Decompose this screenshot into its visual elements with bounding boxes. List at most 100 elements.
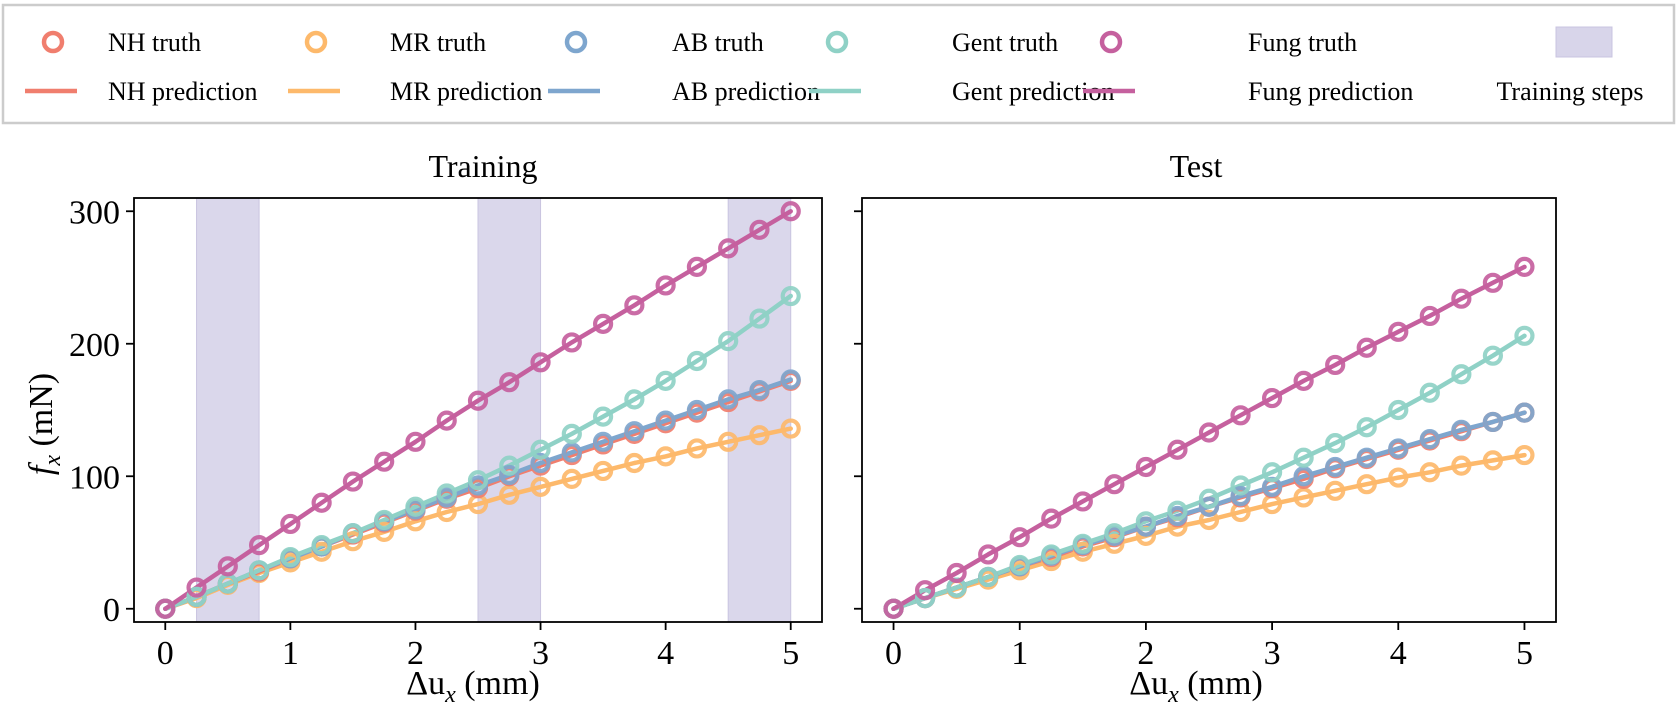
x-tick-label: 4 <box>1390 635 1407 672</box>
data-point-mr <box>749 425 770 446</box>
legend-label-mr-truth: MR truth <box>390 28 486 57</box>
legend-label-training-steps: Training steps <box>1496 77 1643 106</box>
data-point-ab <box>1356 447 1377 468</box>
data-point-gent <box>342 523 364 544</box>
data-point-fung <box>561 332 582 353</box>
data-point-fung <box>780 201 801 222</box>
data-point-gent <box>499 455 520 476</box>
data-point-ab <box>1293 466 1314 487</box>
data-point-mr <box>592 460 614 482</box>
data-point-fung <box>499 372 520 393</box>
data-point-gent <box>686 350 708 372</box>
data-point-mr <box>718 431 739 452</box>
data-point-fung <box>405 431 426 452</box>
legend: NH truth MR truth AB truth Gent truth Fung t… <box>1 3 1676 125</box>
data-point-gent <box>978 566 999 588</box>
data-point-ab <box>1388 438 1409 459</box>
data-point-fung <box>186 577 207 598</box>
data-point-ab <box>718 389 739 410</box>
data-point-gent <box>1009 554 1030 576</box>
data-point-fung <box>1482 272 1504 293</box>
legend-label-mr-prediction: MR prediction <box>390 77 542 106</box>
data-point-ab <box>655 410 676 431</box>
data-point-mr <box>1104 533 1125 554</box>
data-point-fung <box>1325 354 1346 376</box>
data-point-fung <box>1198 422 1220 443</box>
data-point-mr <box>342 531 364 552</box>
panel-test-plot: 0 1 2 3 4 5 <box>854 197 1557 672</box>
data-point-gent <box>1293 447 1314 468</box>
data-point-ab <box>592 431 614 452</box>
x-tick-label: 2 <box>407 635 424 672</box>
series-line-fung <box>891 264 1527 612</box>
y-tick-label: 100 <box>69 459 120 496</box>
legend-label-ab-prediction: AB prediction <box>672 77 820 106</box>
data-point-gent <box>1451 364 1472 385</box>
y-axis-label-unit: (mN) <box>23 373 60 455</box>
data-point-fung <box>655 275 676 296</box>
data-point-gent <box>1419 382 1440 403</box>
data-point-ab <box>686 399 708 421</box>
y-tick-label: 300 <box>69 194 120 231</box>
data-point-fung <box>1135 456 1157 478</box>
training-step-band <box>727 197 792 623</box>
data-point-fung <box>1261 387 1283 409</box>
data-point-mr <box>780 418 801 439</box>
data-point-fung <box>1104 474 1125 495</box>
data-point-fung <box>1072 491 1093 512</box>
data-point-fung <box>1041 508 1062 529</box>
data-point-fung <box>1167 439 1188 460</box>
data-point-mr <box>561 468 582 489</box>
legend-items: NH truth MR truth AB truth Gent truth Fung t… <box>25 26 1644 106</box>
data-point-gent <box>1356 417 1377 438</box>
data-point-ab <box>624 421 645 442</box>
data-point-mr <box>374 521 395 543</box>
data-point-fung <box>883 598 904 619</box>
data-point-gent <box>1198 488 1220 509</box>
panel-training-plot: 0 1 2 3 4 5 0 100 200 300 <box>69 194 823 672</box>
x-axis-label-training-unit: (mm) <box>456 665 540 702</box>
data-point-gent <box>1167 500 1188 521</box>
data-point-fung <box>624 295 645 316</box>
data-point-mr <box>530 476 551 497</box>
data-point-gent <box>780 285 801 307</box>
data-point-gent <box>1482 345 1504 366</box>
panel-test: Test 0 1 2 3 4 5 Δux (mm) <box>854 148 1557 708</box>
data-point-mr <box>624 452 645 474</box>
data-point-gent <box>1041 544 1062 565</box>
x-tick-label: 2 <box>1137 635 1154 672</box>
data-point-fung <box>718 238 739 259</box>
data-point-gent <box>436 483 457 504</box>
data-point-mr <box>1514 444 1535 466</box>
series-line-fung <box>163 209 793 612</box>
data-point-mr <box>1482 450 1504 471</box>
data-point-gent <box>374 509 395 531</box>
x-tick-label: 0 <box>885 635 902 672</box>
data-point-fung <box>1230 405 1251 426</box>
data-point-gent <box>248 560 270 581</box>
data-point-fung <box>978 544 999 565</box>
x-axis-label-test: Δux (mm) <box>1129 665 1263 708</box>
data-point-mr <box>1419 462 1440 483</box>
data-point-mr <box>1325 480 1346 501</box>
data-point-fung <box>1293 370 1314 391</box>
data-point-gent <box>405 496 426 517</box>
data-point-gent <box>186 586 207 607</box>
data-point-mr <box>655 446 676 467</box>
data-point-gent <box>1261 462 1283 483</box>
x-axis-label-training-subscript: x <box>444 682 456 708</box>
data-point-gent <box>1135 511 1157 532</box>
legend-marker-ab-truth <box>564 30 588 54</box>
legend-marker-fung-truth <box>1099 30 1123 54</box>
data-point-mr <box>499 484 520 505</box>
y-axis-label-subscript: x <box>40 455 66 467</box>
data-point-fung <box>914 580 936 601</box>
data-point-ab <box>780 369 801 390</box>
training-step-band <box>477 197 542 623</box>
data-point-gent <box>1230 475 1251 496</box>
data-point-gent <box>467 470 489 491</box>
data-point-mr <box>1198 509 1220 531</box>
data-point-mr <box>686 438 708 459</box>
